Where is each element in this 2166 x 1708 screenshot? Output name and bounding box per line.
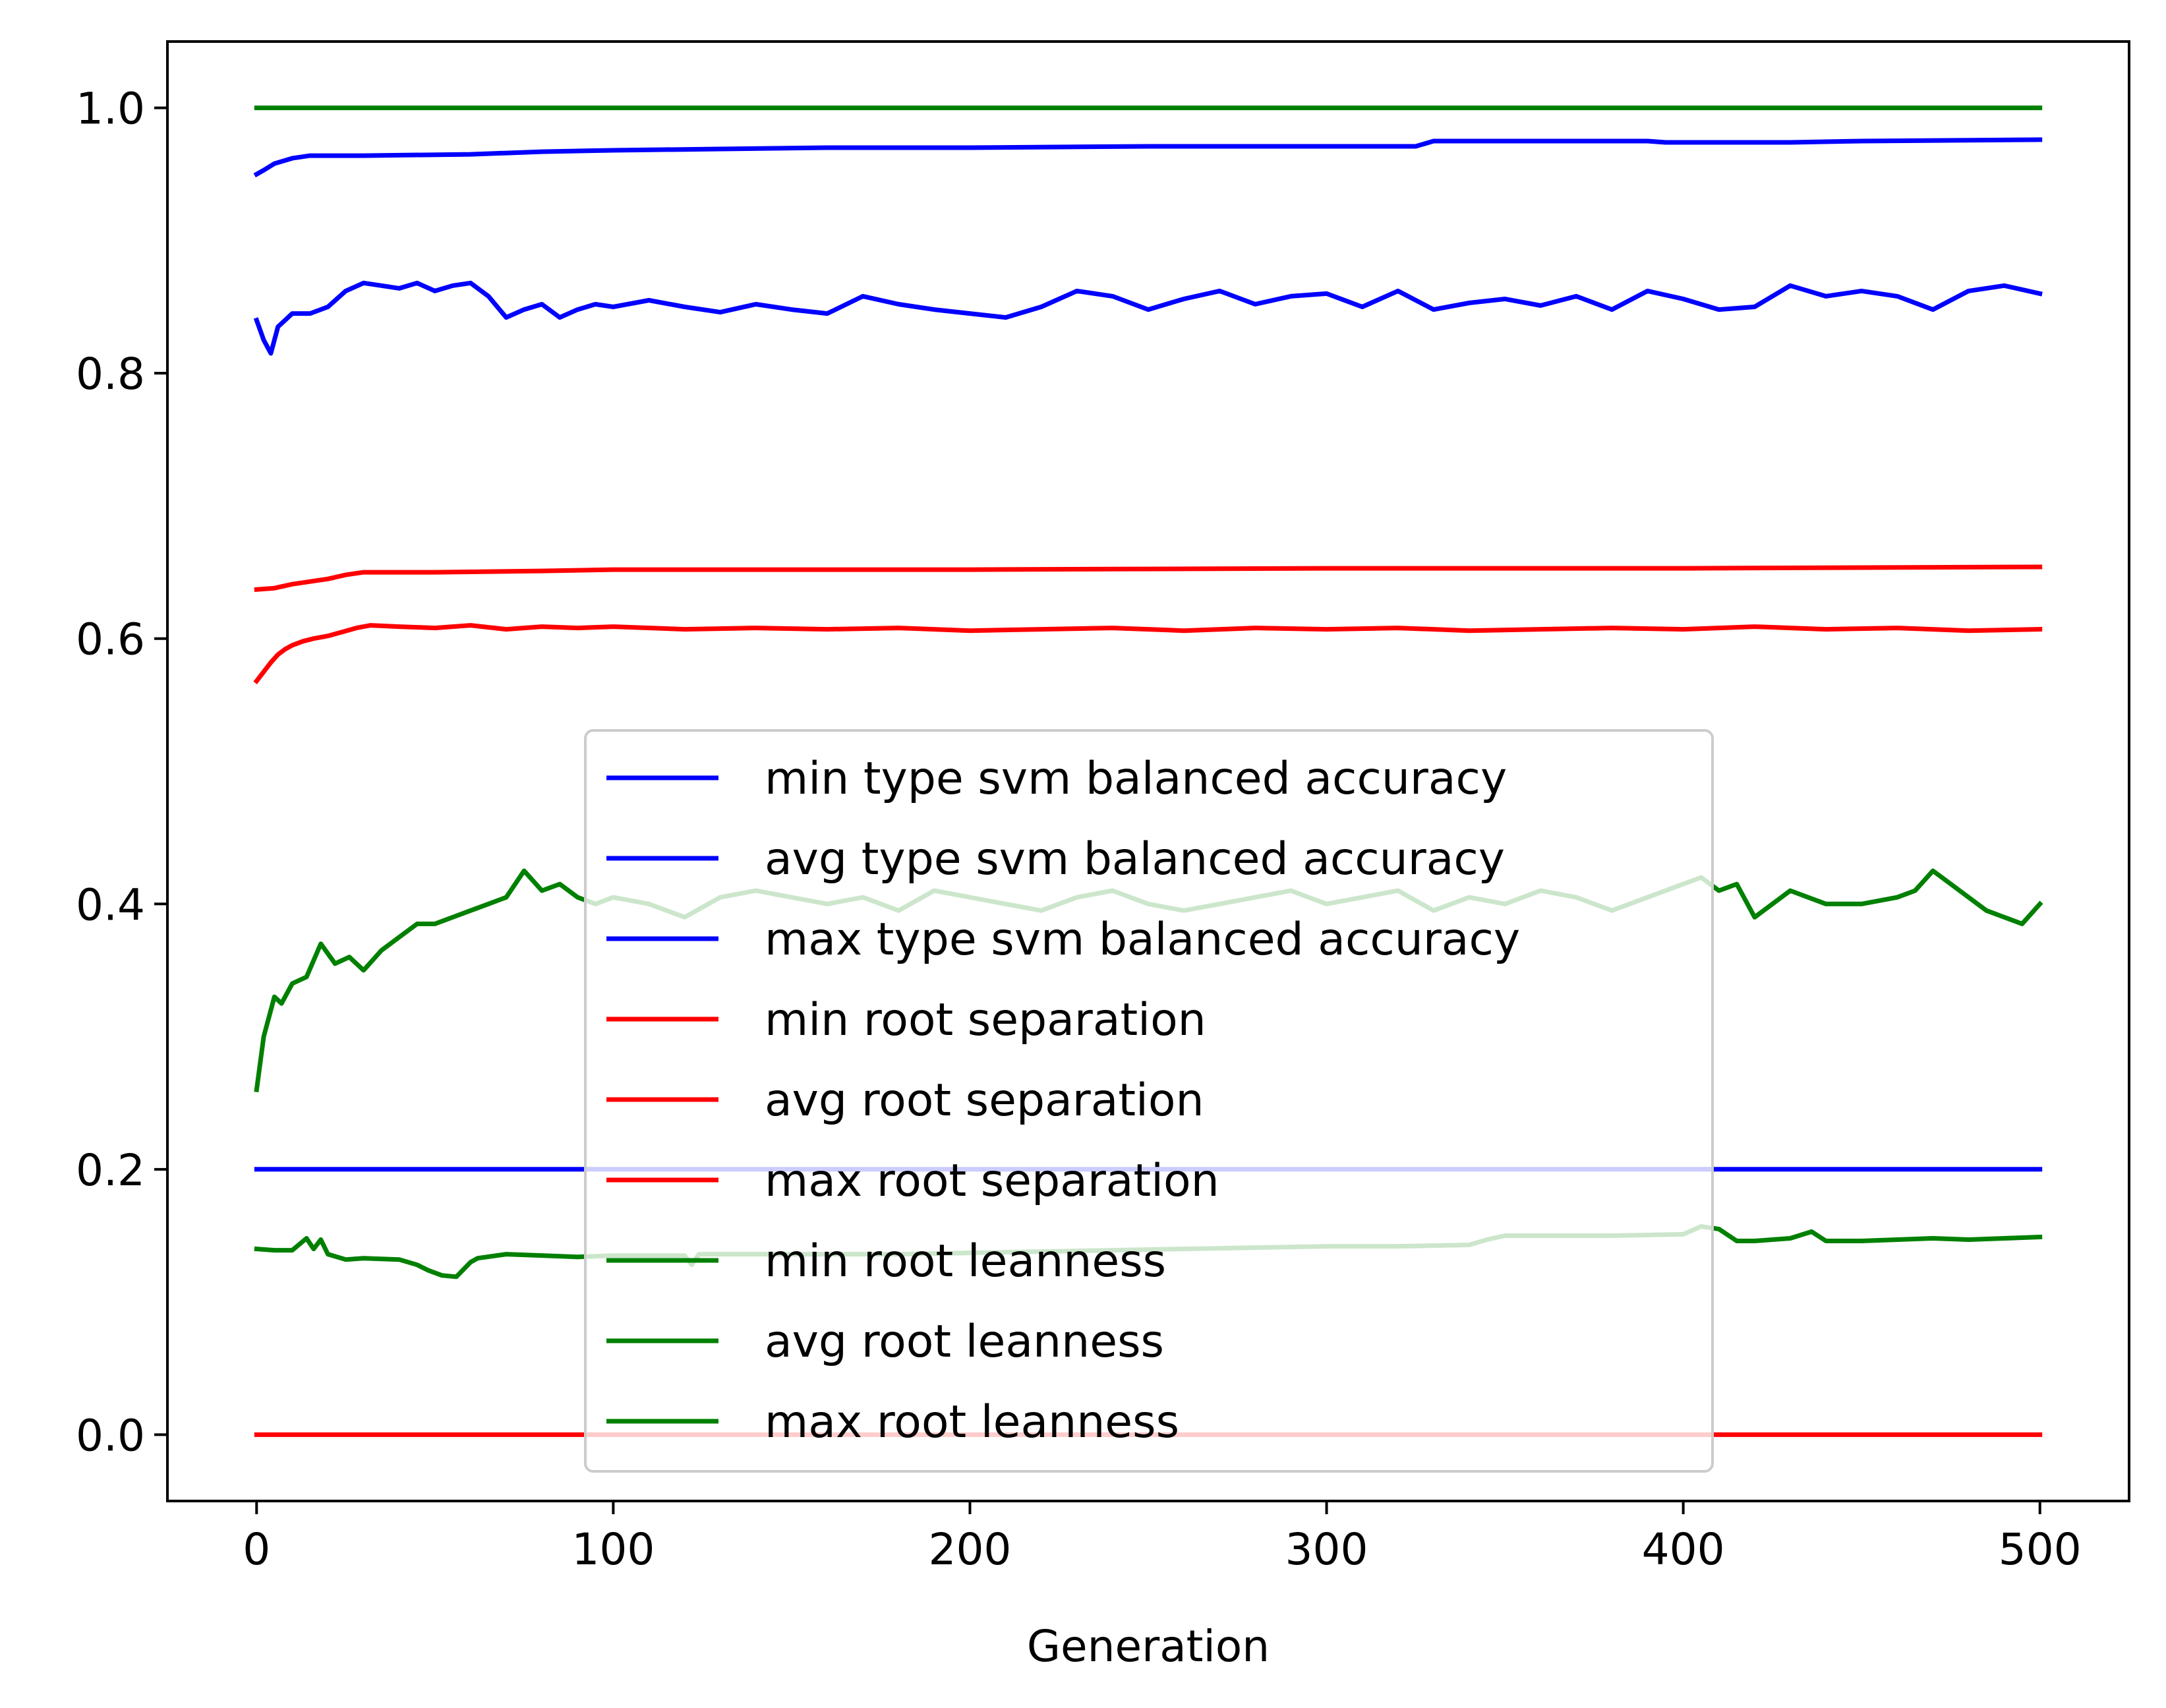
legend-label: min type svm balanced accuracy: [765, 753, 1507, 805]
legend: min type svm balanced accuracy avg type s…: [584, 729, 1714, 1473]
x-tick-label: 400: [1642, 1524, 1725, 1575]
legend-label: min root separation: [765, 994, 1206, 1046]
legend-label: max type svm balanced accuracy: [765, 914, 1520, 966]
x-tick-label: 0: [243, 1524, 270, 1575]
legend-entries: min type svm balanced accuracy avg type s…: [606, 753, 1520, 1448]
plot-frame: [166, 40, 2130, 1502]
series-line-5: [253, 623, 2043, 685]
series-line-2: [253, 280, 2043, 356]
y-tick-label: 0.2: [76, 1145, 145, 1196]
y-tick-label: 0.0: [76, 1410, 145, 1461]
legend-label: avg root separation: [765, 1075, 1204, 1127]
y-tick-label: 1.0: [76, 84, 145, 134]
x-axis-ticks: 0 100 200 300 400 500: [243, 1501, 2082, 1575]
x-tick-label: 100: [571, 1524, 655, 1575]
legend-label: avg root leanness: [765, 1316, 1164, 1368]
y-tick-label: 0.4: [76, 879, 145, 930]
series-layer: [253, 105, 2043, 1437]
legend-box: [584, 729, 1714, 1473]
legend-label: min root leanness: [765, 1235, 1166, 1287]
y-tick-label: 0.6: [76, 614, 145, 665]
x-axis-title: Generation: [1027, 1621, 1270, 1672]
x-tick-label: 500: [1999, 1524, 2082, 1575]
legend-label: max root leanness: [765, 1396, 1179, 1448]
y-tick-label: 0.8: [76, 349, 145, 399]
legend-label: max root separation: [765, 1155, 1219, 1207]
y-axis-ticks: 0.0 0.2 0.4 0.6 0.8 1.0: [76, 84, 167, 1461]
x-tick-label: 300: [1285, 1524, 1368, 1575]
legend-label: avg type svm balanced accuracy: [765, 833, 1505, 885]
series-line-3: [253, 137, 2043, 178]
x-tick-label: 200: [928, 1524, 1011, 1575]
series-line-6: [254, 564, 2043, 593]
